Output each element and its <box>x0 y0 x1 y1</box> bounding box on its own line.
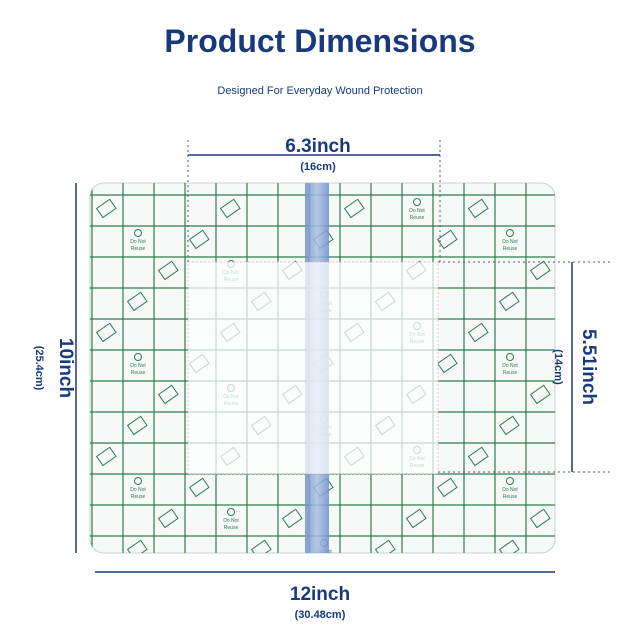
pattern-text: Reuse <box>224 525 239 531</box>
pattern-icon <box>498 539 520 553</box>
pattern-icon <box>467 198 489 219</box>
pattern-icon <box>506 477 514 485</box>
pad-height-label: 5.51inch <box>578 329 599 405</box>
pattern-icon <box>219 198 241 219</box>
pattern-icon <box>188 229 210 250</box>
pattern-icon <box>188 477 210 498</box>
pattern-text: Reuse <box>503 246 518 252</box>
height-label: 10inch <box>55 338 76 398</box>
subtitle: Designed For Everyday Wound Protection <box>217 85 422 97</box>
pattern-icon <box>134 229 142 237</box>
pattern-icon <box>157 384 179 405</box>
pattern-icon <box>134 353 142 361</box>
pattern-icon <box>436 229 458 250</box>
absorbent-pad <box>187 261 439 475</box>
pattern-text: Do Not <box>502 363 518 369</box>
pattern-text: Reuse <box>131 246 146 252</box>
pattern-icon <box>343 198 365 219</box>
pattern-icon <box>134 477 142 485</box>
pad-width-metric: (16cm) <box>300 161 336 173</box>
pattern-text: Reuse <box>317 556 332 562</box>
pattern-icon <box>250 539 272 553</box>
pattern-icon <box>506 353 514 361</box>
pattern-icon <box>413 198 421 206</box>
pattern-text: Do Not <box>130 363 146 369</box>
pattern-text: Do Not <box>223 518 239 524</box>
pattern-text: Do Not <box>409 208 425 214</box>
pattern-text: Do Not <box>130 239 146 245</box>
pattern-text: Reuse <box>410 215 425 221</box>
pad-height-metric: (14cm) <box>552 349 564 385</box>
height-metric: (25.4cm) <box>33 346 45 391</box>
pattern-text: Reuse <box>503 370 518 376</box>
pattern-icon <box>436 477 458 498</box>
title: Product Dimensions <box>164 23 475 59</box>
pattern-icon <box>126 291 148 312</box>
width-metric: (30.48cm) <box>295 609 346 621</box>
pattern-text: Reuse <box>131 370 146 376</box>
pattern-text: Do Not <box>130 487 146 493</box>
pattern-icon <box>374 539 396 553</box>
pattern-text: Reuse <box>131 494 146 500</box>
pattern-icon <box>506 229 514 237</box>
pattern-icon <box>126 539 148 553</box>
pattern-icon <box>95 446 117 467</box>
pattern-icon <box>467 322 489 343</box>
pattern-icon <box>95 198 117 219</box>
pattern-icon <box>467 446 489 467</box>
pattern-icon <box>498 291 520 312</box>
pattern-icon <box>436 353 458 374</box>
pattern-icon <box>157 260 179 281</box>
pattern-icon <box>126 415 148 436</box>
pad-width-label: 6.3inch <box>285 136 350 157</box>
pattern-icon <box>529 260 551 281</box>
pattern-icon <box>281 508 303 529</box>
pattern-text: Do Not <box>502 239 518 245</box>
pattern-icon <box>405 508 427 529</box>
pattern-icon <box>498 415 520 436</box>
width-label: 12inch <box>290 584 350 605</box>
pattern-icon <box>95 322 117 343</box>
pattern-icon <box>227 508 235 516</box>
pattern-text: Do Not <box>502 487 518 493</box>
pattern-icon <box>529 508 551 529</box>
pattern-icon <box>157 508 179 529</box>
pattern-icon <box>529 384 551 405</box>
pattern-text: Reuse <box>503 494 518 500</box>
